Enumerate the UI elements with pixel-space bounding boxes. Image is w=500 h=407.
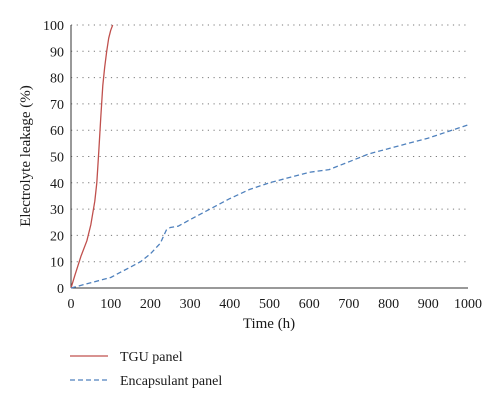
y-tick-label: 10 [50, 256, 64, 271]
y-tick-label: 30 [50, 203, 64, 218]
y-tick-label: 90 [50, 45, 64, 60]
y-axis-title: Electrolyte leakage (%) [18, 85, 34, 227]
x-axis-title: Time (h) [243, 316, 295, 332]
x-tick-label: 1000 [454, 297, 482, 312]
x-tick-label: 300 [180, 297, 201, 312]
y-tick-labels: 0 10 20 30 40 50 60 70 80 90 100 [43, 19, 64, 297]
y-tick-label: 40 [50, 177, 64, 192]
series-line-encapsulant-panel [70, 124, 469, 289]
x-tick-label: 700 [338, 297, 359, 312]
legend: TGU panel Encapsulant panel [70, 350, 222, 389]
y-tick-label: 100 [43, 19, 64, 34]
y-tick-label: 80 [50, 72, 64, 87]
x-tick-label: 900 [418, 297, 439, 312]
x-tick-label: 500 [259, 297, 280, 312]
y-tick-label: 60 [50, 124, 64, 139]
y-tick-label: 70 [50, 98, 64, 113]
x-tick-labels: 0 100 200 300 400 500 600 700 800 900 1000 [68, 297, 483, 312]
x-tick-label: 0 [68, 297, 75, 312]
x-tick-label: 400 [219, 297, 240, 312]
x-tick-label: 800 [378, 297, 399, 312]
legend-label-tgu-panel: TGU panel [120, 350, 183, 365]
x-tick-label: 600 [299, 297, 320, 312]
gridlines [71, 24, 468, 263]
legend-label-encapsulant-panel: Encapsulant panel [120, 374, 222, 389]
y-tick-label: 50 [50, 151, 64, 166]
series-lines [70, 24, 469, 289]
y-tick-label: 0 [57, 282, 64, 297]
axes [70, 25, 468, 289]
y-tick-label: 20 [50, 229, 64, 244]
x-tick-label: 100 [100, 297, 121, 312]
x-tick-label: 200 [140, 297, 161, 312]
series-line-tgu-panel [70, 24, 114, 289]
